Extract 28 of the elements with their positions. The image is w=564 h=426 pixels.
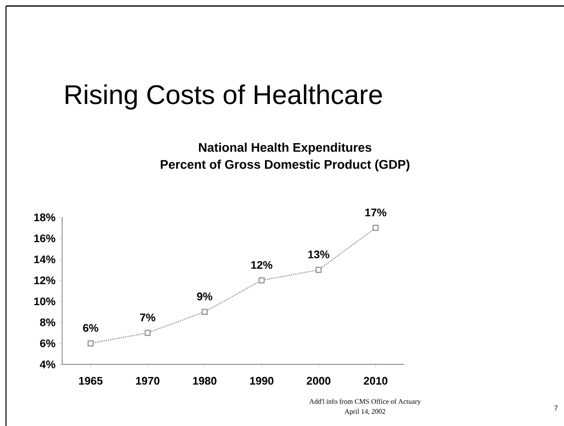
point [144, 330, 151, 336]
chart-title: Rising Costs of Healthcare [66, 84, 382, 110]
x-tick-label: 2000 [306, 376, 330, 385]
x-tick-label: 1965 [79, 376, 103, 385]
y-tick-label: 4% [40, 360, 56, 368]
y-tick-label: 14% [34, 255, 56, 264]
x-tick-label: 1980 [193, 376, 216, 385]
text: 17% [365, 208, 386, 216]
text: 12% [251, 261, 272, 269]
point [372, 224, 379, 231]
text: 6% [83, 324, 98, 332]
y-tick-label: 10% [34, 297, 56, 306]
text: 13% [308, 250, 330, 258]
y-tick-label: 16% [34, 234, 56, 242]
point [202, 308, 208, 315]
point [316, 266, 322, 273]
y-tick-label: 8% [40, 318, 56, 326]
point [88, 340, 94, 346]
y-tick-label: 18% [34, 213, 56, 222]
chart-subtitle: National Health Expenditures Percent of Gross Domestic Product (GDP) [160, 142, 410, 172]
text: 7% [140, 314, 156, 322]
y-tick-label: 12% [34, 276, 56, 284]
point [258, 277, 265, 284]
y-tick-label: 6% [40, 339, 56, 348]
text: 9% [197, 292, 212, 300]
x-tick-label: 2010 [364, 376, 388, 385]
x-tick-label: 1990 [250, 376, 274, 385]
x-tick-label: 1970 [136, 376, 160, 385]
